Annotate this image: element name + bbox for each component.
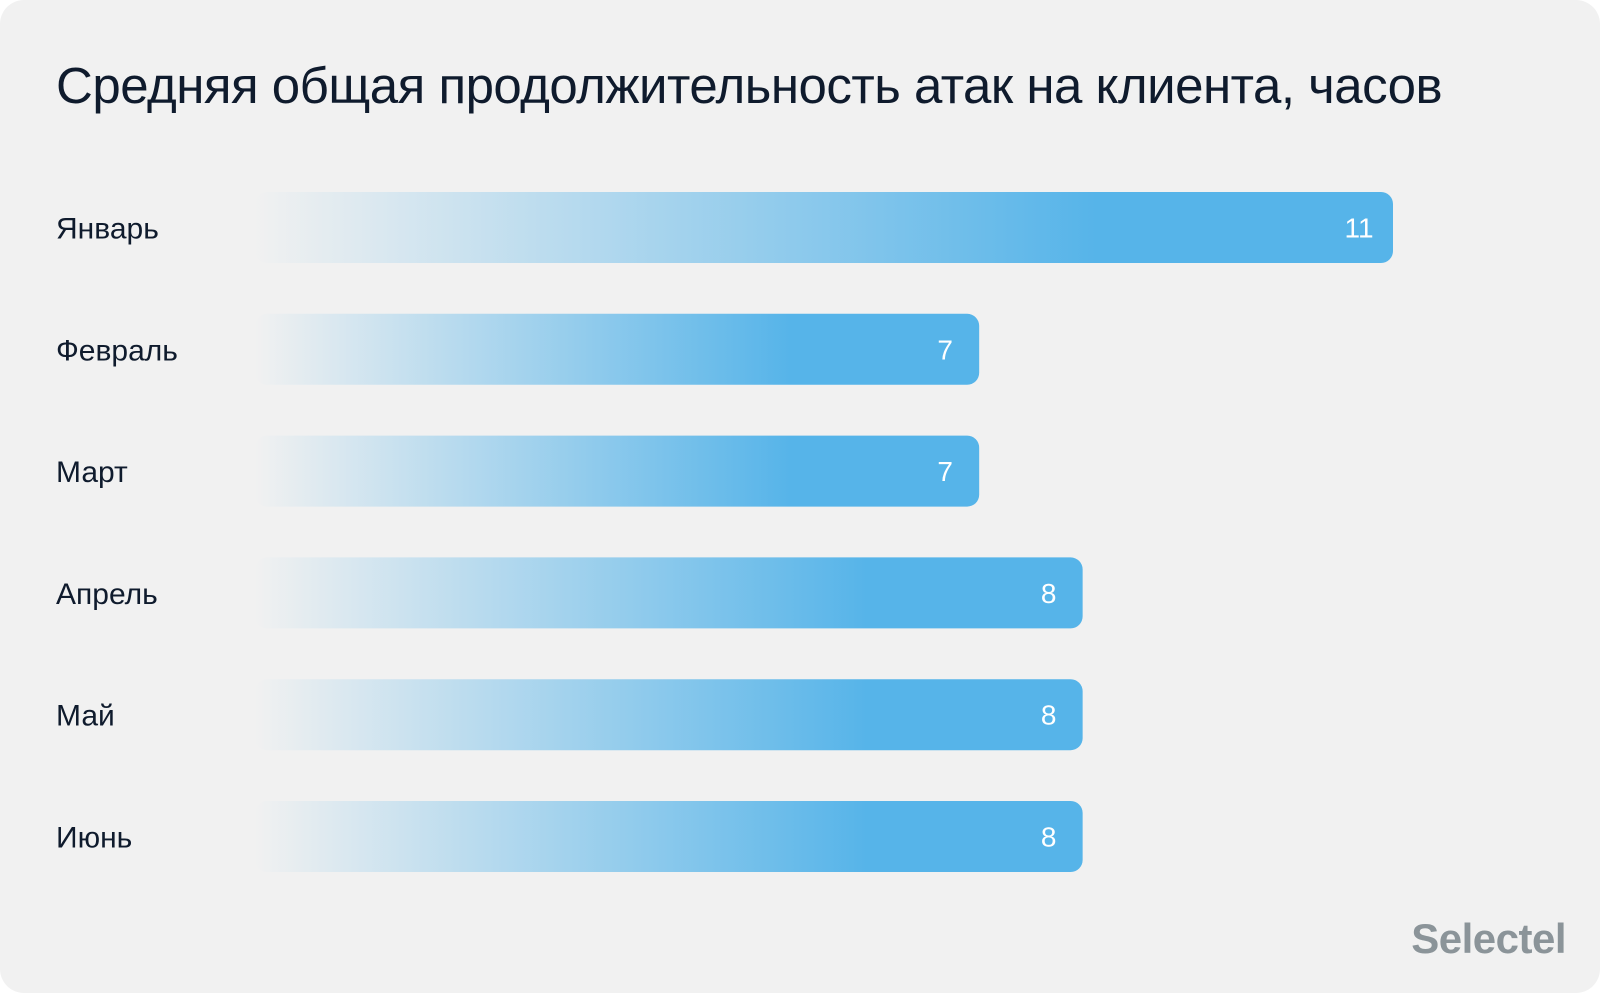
bar	[255, 679, 1083, 751]
bar-value-label: 8	[1041, 700, 1057, 731]
category-label: Июнь	[56, 822, 132, 855]
chart-title: Средняя общая продолжительность атак на …	[56, 57, 1443, 114]
bars-layer: Январь 11 Февраль 7 Март 7 Апрель 8 Май 8 Июнь 8	[56, 192, 1393, 872]
bar	[255, 313, 980, 385]
category-label: Январь	[56, 213, 159, 246]
bar-value-label: 7	[937, 456, 953, 487]
bar	[255, 435, 980, 507]
bar-value-label: 7	[937, 334, 953, 365]
selectel-logo: Selectel	[1411, 915, 1566, 962]
bar	[255, 192, 1393, 263]
bar	[255, 801, 1083, 872]
category-label: Май	[56, 700, 115, 733]
category-label: Апрель	[56, 578, 158, 611]
bar-value-label: 8	[1041, 578, 1057, 609]
bar-value-label: 8	[1041, 822, 1057, 853]
bar	[255, 557, 1083, 629]
category-label: Февраль	[56, 334, 178, 367]
category-label: Март	[56, 456, 128, 489]
bar-value-label: 11	[1344, 213, 1373, 244]
